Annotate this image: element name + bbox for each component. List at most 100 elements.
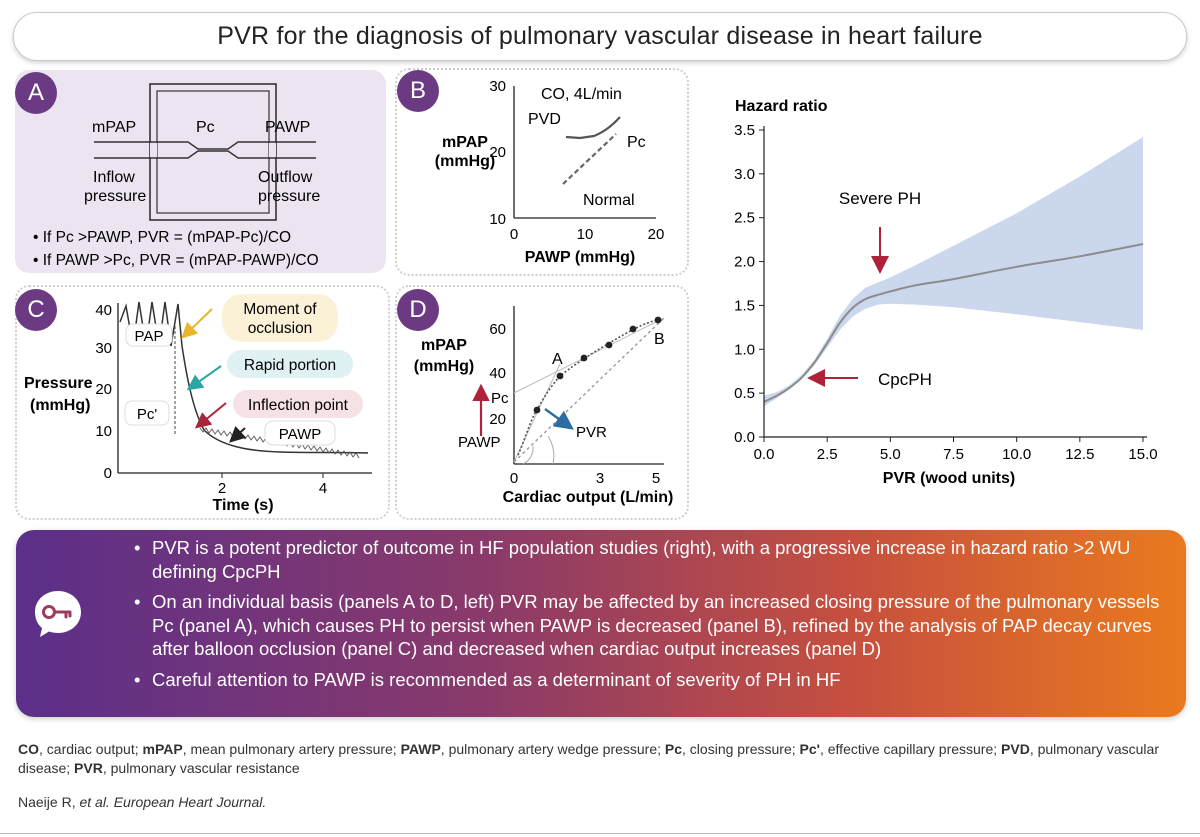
hr-series-line	[763, 243, 1144, 403]
panel-d-ylabel-unit: (mmHg)	[414, 358, 474, 375]
panel-d-ytick-60: 60	[489, 321, 506, 338]
panel-c-ylabel: Pressure	[24, 375, 93, 392]
label-pap-box	[125, 323, 173, 347]
footnote-definition: , pulmonary artery wedge pressure;	[440, 741, 665, 757]
panel-c-xlabel: Time (s)	[212, 497, 273, 514]
arrow-pvr	[544, 408, 574, 430]
footnote-abbr: PVD	[1001, 741, 1030, 757]
panel-d-ylabel: mPAP	[421, 337, 467, 354]
panel-c-badge: C	[15, 289, 57, 331]
hr-ytick-label: 2.0	[734, 254, 755, 271]
callout-rapid	[227, 350, 353, 378]
panel-d-label-pvr: PVR	[576, 424, 607, 441]
hr-xtick-label: 15.0	[1128, 446, 1157, 463]
key-points-list: PVR is a potent predictor of outcome in …	[134, 536, 1174, 698]
footnote-definition: , effective capillary pressure;	[819, 741, 1002, 757]
label-outflow: Outflow	[258, 169, 313, 186]
key-speech-bubble-icon	[35, 591, 81, 637]
callout-inflection-text: Inflection point	[248, 397, 349, 414]
annotation-cpcph: CpcPH	[878, 370, 932, 389]
hr-xtick-label: 0.0	[754, 446, 775, 463]
panel-b-xtick-0: 0	[510, 226, 518, 243]
panel-c-ytick-0: 0	[104, 465, 112, 482]
hr-xtick-label: 5.0	[880, 446, 901, 463]
footnote-definition: , mean pulmonary artery pressure;	[182, 741, 401, 757]
panel-d-xlabel: Cardiac output (L/min)	[503, 489, 674, 506]
title-box: PVR for the diagnosis of pulmonary vascu…	[13, 12, 1187, 61]
panel-b-xlabel: PAWP (mmHg)	[525, 249, 636, 266]
key-point-3: Careful attention to PAWP is recommended…	[134, 668, 1174, 692]
callout-occlusion-line1: Moment of	[243, 301, 317, 318]
panel-b-ytick-20: 20	[489, 144, 506, 161]
panel-c-xtick-2: 2	[218, 480, 226, 497]
citation: Naeije R, et al. European Heart Journal.	[18, 794, 266, 810]
panel-c-ytick-10: 10	[95, 423, 112, 440]
callout-occlusion-line2: occlusion	[248, 320, 313, 337]
panel-c-ylabel-unit: (mmHg)	[30, 397, 90, 414]
footnote-definition: , pulmonary vascular disease;	[18, 741, 1159, 776]
hr-ytick-label: 3.5	[734, 122, 755, 139]
panel-d	[395, 285, 689, 520]
label-pc-prime-box	[124, 400, 170, 426]
callout-inflection	[233, 390, 363, 418]
label-inflow: Inflow	[93, 169, 135, 186]
footnote-abbr: CO	[18, 741, 39, 757]
footnote-abbr: PVR	[74, 760, 103, 776]
panel-a-diagram: mPAP Pc PAWP Inflow pressure Outflow pre…	[33, 83, 320, 269]
curve-point-b	[654, 316, 662, 324]
arrow-rapid	[186, 365, 222, 391]
arrow-inflection	[194, 402, 227, 429]
panel-b-label-pc: Pc	[627, 134, 646, 151]
hr-xlabel: PVR (wood units)	[883, 470, 1015, 487]
hr-ylabel: Hazard ratio	[735, 98, 828, 115]
citation-author: Naeije R,	[18, 794, 80, 810]
panel-b-ylabel-unit: (mmHg)	[435, 153, 495, 170]
panel-b	[395, 68, 689, 276]
curve-point	[629, 325, 637, 333]
pvd-curve	[565, 116, 621, 140]
hr-line-group	[763, 243, 1144, 403]
panel-d-xtick-3: 3	[596, 470, 604, 487]
label-mpap: mPAP	[92, 119, 136, 136]
panel-c-plot: 0 10 20 30 40 2 4 Pressure (mmHg) Time (…	[24, 294, 372, 514]
hr-xtick-label: 7.5	[943, 446, 964, 463]
hr-ytick-label: 0.5	[734, 385, 755, 402]
panel-d-label-b: B	[654, 331, 665, 348]
panel-d-ytick-40: 40	[489, 365, 506, 382]
label-pawp-c: PAWP	[279, 426, 322, 443]
panel-b-label-normal: Normal	[583, 192, 635, 209]
panel-d-xtick-5: 5	[652, 470, 660, 487]
panel-a	[15, 70, 386, 273]
label-inflow-pressure: pressure	[84, 188, 146, 205]
panel-b-co-annotation: CO, 4L/min	[541, 86, 622, 103]
panel-d-badge: D	[397, 289, 439, 331]
hr-xtick-label: 10.0	[1002, 446, 1031, 463]
panel-c-ytick-40: 40	[95, 302, 112, 319]
panel-b-plot: 10 20 30 0 10 20 mPAP (mmHg) PAWP (mmHg)…	[435, 78, 665, 266]
annotation-severe-ph: Severe PH	[839, 189, 921, 208]
label-pap: PAP	[135, 328, 164, 345]
hr-confidence-band	[764, 137, 1143, 407]
footnote-definition: , closing pressure;	[682, 741, 800, 757]
hr-xtick-label: 12.5	[1065, 446, 1094, 463]
label-pc-prime: Pc'	[137, 406, 158, 423]
hr-ytick-label: 0.0	[734, 429, 755, 446]
hr-ytick-label: 3.0	[734, 166, 755, 183]
callout-rapid-text: Rapid portion	[244, 357, 336, 374]
panel-b-xtick-10: 10	[577, 226, 594, 243]
arrow-pawp-black	[229, 425, 247, 443]
footnote-abbr: Pc'	[799, 741, 820, 757]
footnote-abbr: PAWP	[400, 741, 441, 757]
panel-b-xtick-20: 20	[648, 226, 665, 243]
panel-d-label-a: A	[552, 351, 563, 368]
vessel-tube	[94, 141, 316, 159]
hr-ytick-label: 1.0	[734, 341, 755, 358]
normal-line	[562, 133, 617, 185]
panel-d-plot: 20 40 60 0 3 5 mPAP (mmHg) Cardiac outpu…	[414, 306, 674, 506]
arrow-occlusion	[181, 308, 213, 339]
panel-b-badge: B	[397, 70, 439, 112]
footnote-abbr: Pc	[664, 741, 683, 757]
panel-c	[15, 285, 390, 520]
label-outflow-pressure: pressure	[258, 188, 320, 205]
panel-a-badge: A	[15, 72, 57, 114]
